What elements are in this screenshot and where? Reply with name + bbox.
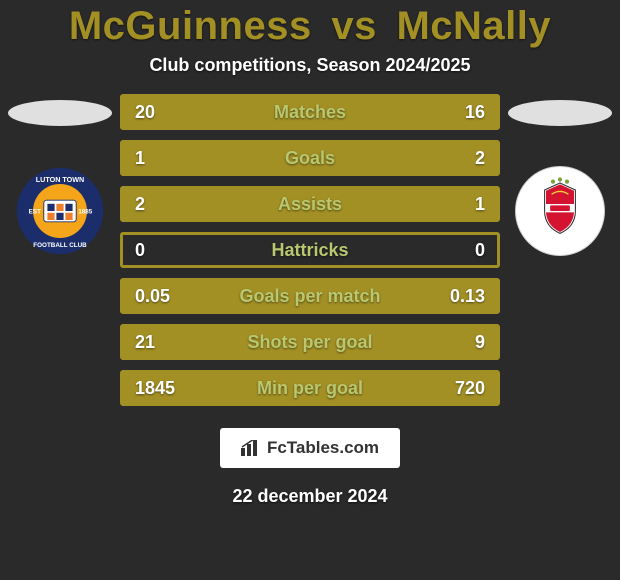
stat-bar: 00Hattricks: [120, 232, 500, 268]
date-label: 22 december 2024: [232, 486, 387, 507]
player-photo-placeholder-right: [508, 100, 612, 126]
stat-label: Goals: [123, 148, 497, 169]
player-photo-placeholder-left: [8, 100, 112, 126]
svg-text:EST: EST: [29, 209, 41, 216]
bristol-city-badge-icon: [525, 176, 595, 246]
stat-bar: 12Goals: [120, 140, 500, 176]
svg-text:1885: 1885: [78, 209, 93, 216]
watermark-text: FcTables.com: [267, 438, 379, 458]
stat-bar: 0.050.13Goals per match: [120, 278, 500, 314]
stats-bars: 2016Matches 12Goals 21Assists 00Hattricks 0.…: [120, 94, 500, 406]
stat-bar: 1845720Min per goal: [120, 370, 500, 406]
stat-bar: 219Shots per goal: [120, 324, 500, 360]
subtitle: Club competitions, Season 2024/2025: [149, 55, 470, 76]
svg-text:LUTON TOWN: LUTON TOWN: [36, 175, 84, 184]
luton-town-badge-icon: LUTON TOWN FOOTBALL CLUB EST 1885: [15, 166, 105, 256]
comparison-body: LUTON TOWN FOOTBALL CLUB EST 1885 2016Ma…: [0, 94, 620, 406]
right-player-col: [500, 94, 620, 256]
stat-label: Min per goal: [123, 378, 497, 399]
stat-label: Matches: [123, 102, 497, 123]
club-crest-right: [515, 166, 605, 256]
bar-chart-icon: [241, 440, 261, 456]
stat-bar: 2016Matches: [120, 94, 500, 130]
page-title: McGuinness vs McNally: [69, 4, 551, 49]
watermark: FcTables.com: [220, 428, 400, 468]
title-left: McGuinness: [69, 4, 312, 48]
left-player-col: LUTON TOWN FOOTBALL CLUB EST 1885: [0, 94, 120, 256]
stat-label: Goals per match: [123, 286, 497, 307]
stat-bar: 21Assists: [120, 186, 500, 222]
club-crest-left: LUTON TOWN FOOTBALL CLUB EST 1885: [15, 166, 105, 256]
title-right: McNally: [396, 4, 551, 48]
title-vs: vs: [331, 4, 377, 48]
stat-label: Assists: [123, 194, 497, 215]
svg-text:FOOTBALL CLUB: FOOTBALL CLUB: [33, 242, 87, 249]
comparison-card: McGuinness vs McNally Club competitions,…: [0, 0, 620, 580]
stat-label: Hattricks: [123, 240, 497, 261]
stat-label: Shots per goal: [123, 332, 497, 353]
